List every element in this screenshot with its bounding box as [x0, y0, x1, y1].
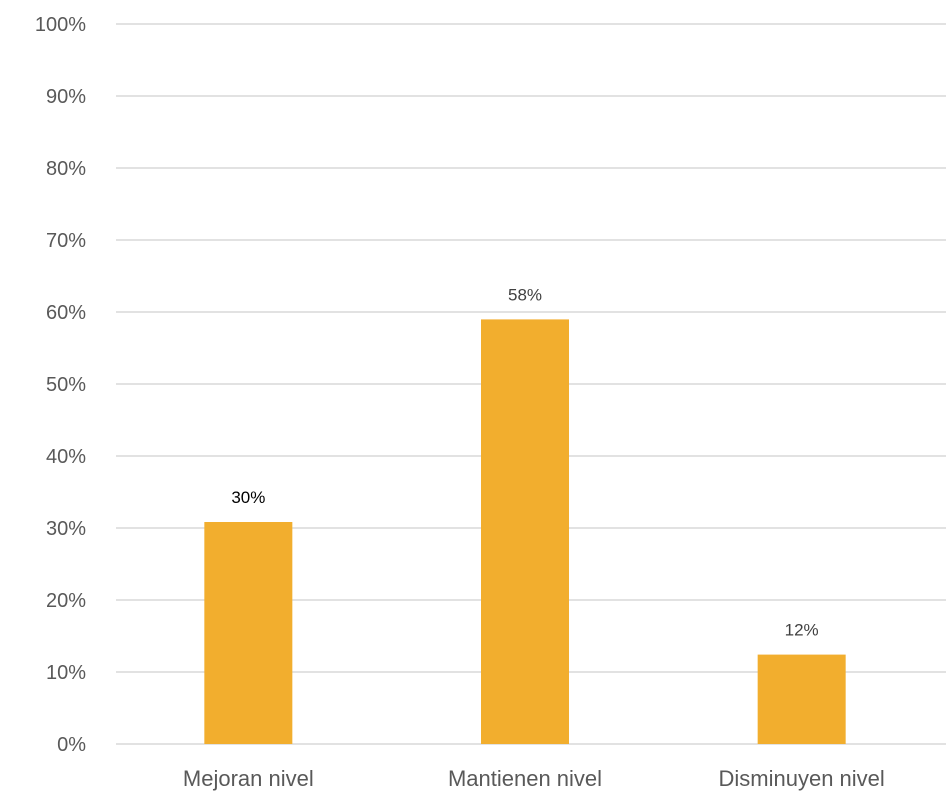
data-label: 58% [508, 285, 542, 304]
x-tick-label: Mejoran nivel [183, 766, 314, 791]
y-tick-label: 50% [46, 374, 86, 396]
y-tick-label: 20% [46, 590, 86, 612]
y-tick-label: 40% [46, 446, 86, 468]
y-tick-label: 80% [46, 158, 86, 180]
y-tick-label: 0% [57, 734, 86, 756]
x-axis-category-labels: Mejoran nivel Mantienen nivel Disminuyen n… [183, 766, 885, 791]
data-label: 12% [785, 621, 819, 640]
bar-mejoran-nivel [204, 522, 293, 744]
data-label: 30% [231, 488, 265, 507]
y-tick-label: 100% [35, 14, 86, 36]
bar-mantienen-nivel [481, 319, 569, 744]
x-tick-label: Disminuyen nivel [719, 766, 885, 791]
data-labels: 30% 58% 12% [231, 285, 818, 639]
x-tick-label: Mantienen nivel [448, 766, 602, 791]
y-tick-label: 70% [46, 230, 86, 252]
y-tick-label: 60% [46, 302, 86, 324]
y-tick-label: 10% [46, 662, 86, 684]
y-axis-tick-labels: 0% 10% 20% 30% 40% 50% 60% 70% 80% 90% 100% [35, 14, 86, 756]
y-tick-label: 90% [46, 86, 86, 108]
y-tick-label: 30% [46, 518, 86, 540]
bar-disminuyen-nivel [757, 654, 846, 744]
bars [204, 319, 846, 744]
